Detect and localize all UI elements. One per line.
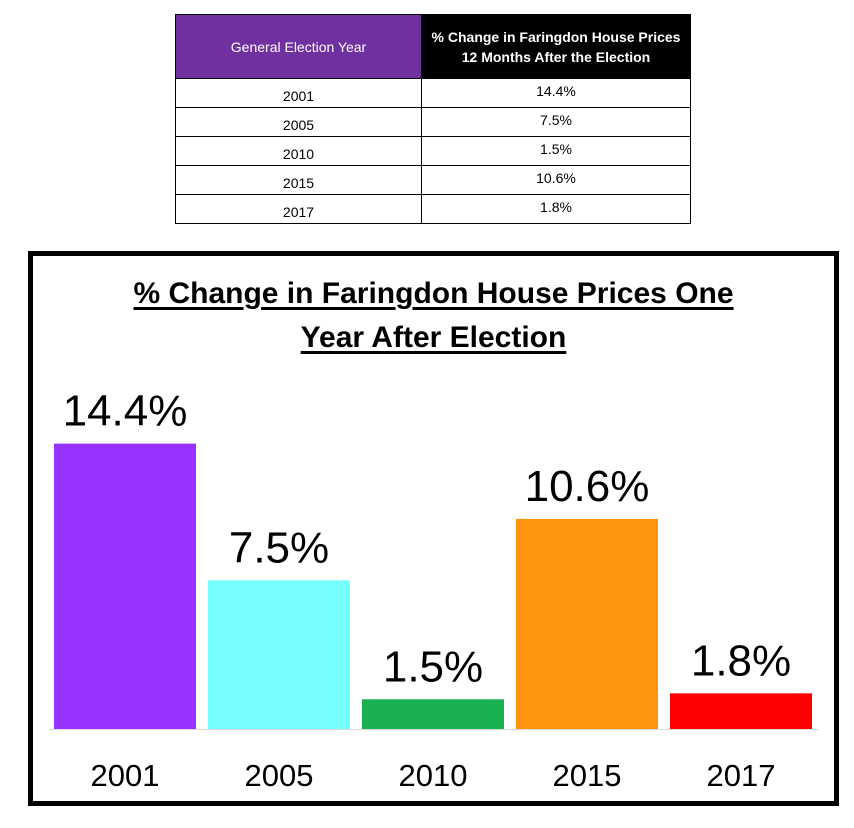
bar-2001 xyxy=(54,443,196,729)
change-cell: 1.5% xyxy=(421,136,691,166)
change-cell: 1.8% xyxy=(421,194,691,224)
table-row: 2005 7.5% xyxy=(175,107,691,137)
year-cell: 2010 xyxy=(175,136,422,166)
data-label-2005: 7.5% xyxy=(229,523,329,572)
change-cell: 7.5% xyxy=(421,107,691,137)
data-label-2017: 1.8% xyxy=(691,636,791,685)
change-cell: 10.6% xyxy=(421,165,691,195)
chart-frame: 14.4% 2001 7.5% 2005 1.5% 2010 10.6% 2015 1.8% 20… xyxy=(28,251,839,806)
data-label-2010: 1.5% xyxy=(383,642,483,691)
data-label-2001: 14.4% xyxy=(63,387,188,436)
x-tick-label-2015: 2015 xyxy=(553,758,622,793)
x-tick-label-2017: 2017 xyxy=(707,758,776,793)
table-row: 2015 10.6% xyxy=(175,165,691,195)
table-row: 2017 1.8% xyxy=(175,194,691,224)
header-election-year: General Election Year xyxy=(175,14,422,79)
x-tick-label-2001: 2001 xyxy=(91,758,160,793)
data-table: General Election Year % Change in Faring… xyxy=(175,14,691,224)
header-price-change: % Change in Faringdon House Prices 12 Mo… xyxy=(421,14,691,79)
bar-2017 xyxy=(670,693,812,729)
bar-2015 xyxy=(516,518,658,729)
bar-chart: 14.4% 2001 7.5% 2005 1.5% 2010 10.6% 2015 1.8% 20… xyxy=(49,387,819,793)
year-cell: 2001 xyxy=(175,78,422,108)
bar-2010 xyxy=(362,699,504,729)
chart-title-line-1: % Change in Faringdon House Prices One xyxy=(133,277,734,310)
table-row: 2001 14.4% xyxy=(175,78,691,108)
x-tick-label-2010: 2010 xyxy=(399,758,468,793)
table-row: 2010 1.5% xyxy=(175,136,691,166)
year-cell: 2015 xyxy=(175,165,422,195)
year-cell: 2017 xyxy=(175,194,422,224)
data-label-2015: 10.6% xyxy=(525,462,650,511)
bar-2005 xyxy=(208,580,350,729)
chart-title-line-2: Year After Election xyxy=(300,321,567,354)
chart-title: % Change in Faringdon House Prices One Y… xyxy=(33,272,834,360)
table-header-row: General Election Year % Change in Faring… xyxy=(175,14,691,79)
year-cell: 2005 xyxy=(175,107,422,137)
x-tick-label-2005: 2005 xyxy=(245,758,314,793)
change-cell: 14.4% xyxy=(421,78,691,108)
